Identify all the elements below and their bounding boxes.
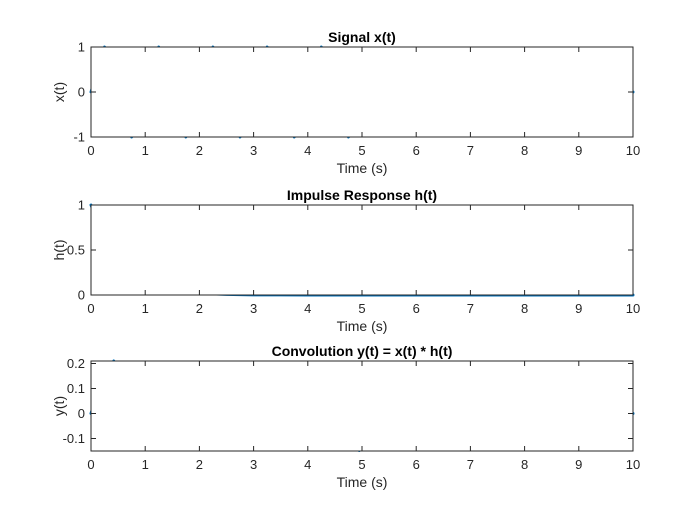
x-tick-label: 1 bbox=[142, 457, 149, 472]
x-tick-label: 5 bbox=[358, 301, 365, 316]
x-tick-label: 8 bbox=[521, 143, 528, 158]
chart-title: Impulse Response h(t) bbox=[287, 187, 437, 203]
x-tick-label: 10 bbox=[626, 301, 640, 316]
y-tick-label: 0.5 bbox=[67, 243, 85, 258]
y-axis-label: h(t) bbox=[51, 240, 67, 261]
y-tick-label: -0.1 bbox=[63, 431, 85, 446]
x-tick-label: 3 bbox=[250, 301, 257, 316]
x-tick-label: 5 bbox=[358, 143, 365, 158]
chart-title: Convolution y(t) = x(t) * h(t) bbox=[272, 343, 453, 359]
x-tick-label: 8 bbox=[521, 301, 528, 316]
y-tick-label: 0.2 bbox=[67, 356, 85, 371]
x-tick-label: 2 bbox=[196, 457, 203, 472]
y-axis-label: x(t) bbox=[51, 82, 67, 102]
chart-title: Signal x(t) bbox=[328, 29, 396, 45]
x-tick-label: 4 bbox=[304, 143, 311, 158]
x-tick-label: 7 bbox=[467, 143, 474, 158]
x-tick-label: 8 bbox=[521, 457, 528, 472]
x-tick-label: 6 bbox=[413, 301, 420, 316]
x-axis-label: Time (s) bbox=[337, 160, 388, 176]
x-tick-label: 0 bbox=[87, 457, 94, 472]
x-tick-label: 4 bbox=[304, 457, 311, 472]
x-tick-label: 2 bbox=[196, 301, 203, 316]
y-tick-label: 0 bbox=[78, 406, 85, 421]
axes-box bbox=[90, 204, 634, 296]
x-tick-label: 6 bbox=[413, 143, 420, 158]
x-tick-label: 6 bbox=[413, 457, 420, 472]
x-tick-label: 3 bbox=[250, 457, 257, 472]
x-tick-label: 4 bbox=[304, 301, 311, 316]
x-axis-label: Time (s) bbox=[337, 318, 388, 334]
x-tick-label: 5 bbox=[358, 457, 365, 472]
axes-box bbox=[90, 360, 634, 452]
x-tick-label: 0 bbox=[87, 143, 94, 158]
x-tick-label: 0 bbox=[87, 301, 94, 316]
x-tick-label: 10 bbox=[626, 457, 640, 472]
y-axis-label: y(t) bbox=[51, 396, 67, 416]
y-tick-label: 1 bbox=[78, 198, 85, 213]
x-tick-label: 2 bbox=[196, 143, 203, 158]
x-tick-label: 9 bbox=[575, 143, 582, 158]
axes-box bbox=[90, 46, 634, 138]
x-tick-label: 3 bbox=[250, 143, 257, 158]
y-tick-label: 0.1 bbox=[67, 381, 85, 396]
subplot-impulse-response: 0 1 2 3 4 5 6 7 8 9 10 0 0.5 1 Impulse Response h(t) Ti… bbox=[51, 187, 640, 334]
x-tick-label: 7 bbox=[467, 457, 474, 472]
y-tick-label: 0 bbox=[78, 288, 85, 303]
x-tick-label: 1 bbox=[142, 143, 149, 158]
x-axis-label: Time (s) bbox=[337, 474, 388, 490]
y-tick-label: 0 bbox=[78, 85, 85, 100]
x-tick-label: 10 bbox=[626, 143, 640, 158]
y-tick-label: -1 bbox=[73, 130, 85, 145]
x-tick-label: 9 bbox=[575, 457, 582, 472]
x-tick-label: 1 bbox=[142, 301, 149, 316]
y-tick-label: 1 bbox=[78, 40, 85, 55]
x-tick-label: 9 bbox=[575, 301, 582, 316]
x-tick-label: 7 bbox=[467, 301, 474, 316]
